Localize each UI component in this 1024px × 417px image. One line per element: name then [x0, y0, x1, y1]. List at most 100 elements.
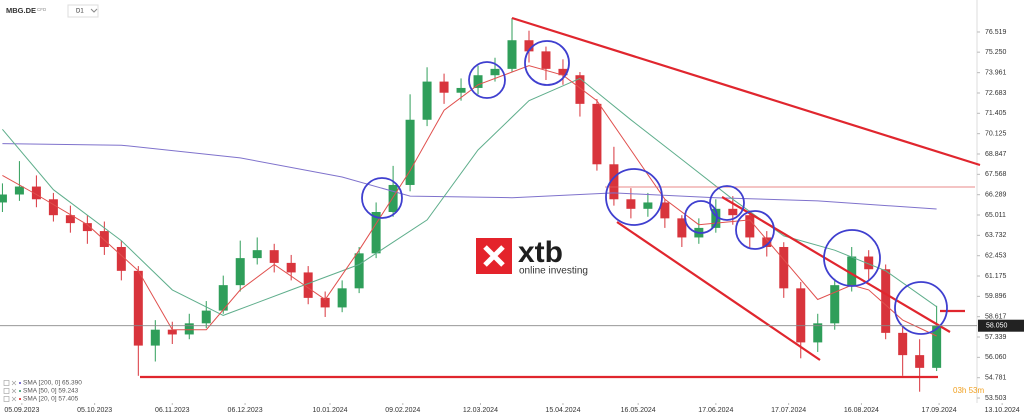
candle-body [558, 68, 568, 76]
candle-body [490, 68, 500, 76]
instrument-type: CFD [37, 7, 47, 12]
candle-body [99, 231, 109, 247]
candle-body [337, 288, 347, 308]
x-tick-label: 17.09.2024 [922, 407, 957, 414]
sma-line [2, 143, 937, 210]
highlight-circle [735, 210, 775, 250]
candle-body [626, 199, 636, 209]
y-tick-label: 57.339 [985, 334, 1007, 341]
x-tick-label: 05.09.2023 [4, 407, 39, 414]
logo-x [483, 245, 505, 267]
candle-body [31, 186, 41, 200]
legend-checkbox [3, 380, 10, 386]
y-tick-label: 68.847 [985, 151, 1007, 158]
highlight-circle [524, 40, 570, 86]
candle-body [320, 297, 330, 308]
annotations [140, 16, 981, 379]
symbol: MBG.DE [6, 6, 36, 15]
trend-line [616, 221, 821, 361]
candle-body [643, 202, 653, 209]
legend-close [11, 388, 17, 394]
legend-label: SMA [200, 0] 65.390 [23, 380, 82, 387]
candle-body [473, 75, 483, 88]
legend-checkbox [3, 388, 10, 394]
candle-body [575, 75, 585, 104]
candle-body [371, 211, 381, 254]
candle-body [201, 310, 211, 324]
candle-body [422, 81, 432, 120]
candle-body [507, 40, 517, 69]
y-tick-label: 70.125 [985, 131, 1007, 138]
candle-body [711, 208, 721, 228]
y-tick-label: 73.961 [985, 70, 1007, 77]
candle-body [0, 194, 7, 203]
x-tick-label: 06.11.2023 [155, 407, 190, 414]
y-tick-label: 67.568 [985, 171, 1007, 178]
candle-body [388, 184, 398, 212]
candle-body [184, 323, 194, 335]
legend-label: SMA [50, 0] 59.243 [23, 388, 79, 395]
x-tick-label: 16.08.2024 [844, 407, 879, 414]
highlight-circle [894, 281, 948, 335]
candle-body [524, 40, 534, 52]
y-tick-label: 76.519 [985, 29, 1007, 36]
last-price-box [978, 319, 1024, 332]
logo-brand: xtb [518, 236, 563, 269]
candle-body [439, 81, 449, 93]
y-tick-label: 59.896 [985, 293, 1007, 300]
countdown: 03h 53m [953, 386, 984, 395]
x-tick-label: 13.10.2024 [985, 407, 1020, 414]
candle-body [796, 288, 806, 343]
candle-body [830, 285, 840, 324]
candle-body [286, 262, 296, 273]
toolbar: MBG.DE CFD D1 [6, 4, 99, 18]
candle-body [932, 325, 942, 368]
candle-body [235, 258, 245, 286]
y-tick-label: 54.781 [985, 375, 1007, 382]
candle-body [252, 250, 262, 259]
candle-body [133, 270, 143, 346]
candle-body [150, 329, 160, 346]
candle-body [541, 51, 551, 69]
symbol-dropdown[interactable] [67, 4, 99, 18]
highlight-circle [468, 61, 506, 99]
highlight-circle [361, 177, 403, 219]
candle-body [167, 329, 177, 335]
candle-body [354, 253, 364, 289]
candle-body [269, 250, 279, 263]
x-tick-label: 16.05.2024 [621, 407, 656, 414]
candle-body [303, 272, 313, 298]
candle-body [915, 355, 925, 368]
candle-body [728, 208, 738, 216]
candle-body [116, 246, 126, 271]
candle-body [14, 186, 24, 195]
x-tick-label: 12.03.2024 [463, 407, 498, 414]
candle-body [609, 164, 619, 200]
y-tick-label: 58.617 [985, 314, 1007, 321]
y-tick-label: 75.250 [985, 49, 1007, 56]
candle-body [456, 87, 466, 93]
x-tick-label: 06.12.2023 [228, 407, 263, 414]
logo-tagline: online investing [519, 266, 588, 277]
legend-close [11, 380, 17, 386]
highlight-circle [823, 229, 881, 287]
candle-body [592, 103, 602, 165]
legend-close [11, 396, 17, 402]
dropdown-arrow [90, 8, 98, 13]
x-tick-label: 15.04.2024 [545, 407, 580, 414]
x-tick-label: 05.10.2023 [77, 407, 112, 414]
y-tick-label: 56.060 [985, 354, 1007, 361]
candle-body [881, 269, 891, 333]
candle-body [779, 246, 789, 289]
plot-area [0, 17, 942, 392]
timeframe[interactable]: D1 [76, 9, 84, 15]
highlight-circle [605, 168, 663, 226]
trend-line [721, 196, 951, 333]
legend-label: SMA [20, 0] 57.405 [23, 396, 79, 403]
candle-body [660, 202, 670, 219]
candle-body [218, 285, 228, 311]
last-price-label: 58.050 [986, 323, 1008, 330]
y-tick-label: 65.011 [985, 212, 1006, 219]
